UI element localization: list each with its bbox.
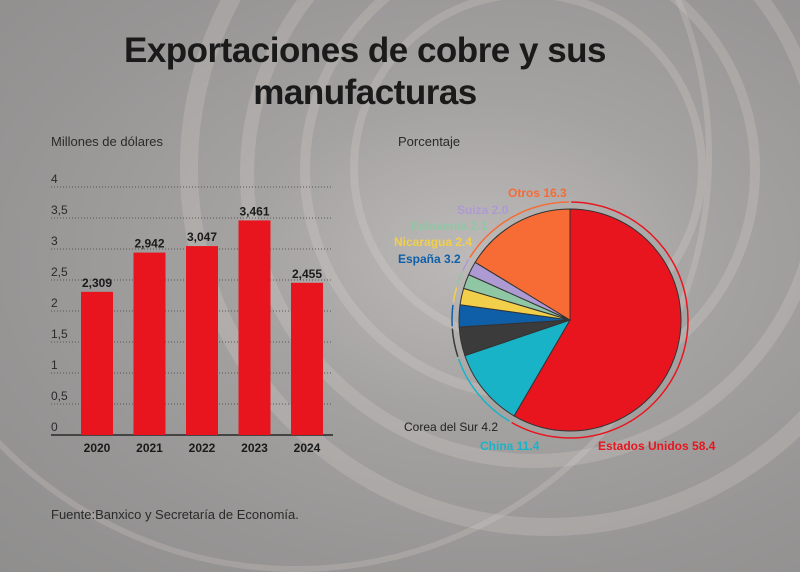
x-tick-label: 2021 (136, 441, 163, 455)
x-tick-label: 2024 (294, 441, 321, 455)
y-tick-label: 3 (51, 234, 58, 248)
pie-slice (474, 208, 571, 321)
pie-slice-label: Estados Unidos 58.4 (598, 439, 716, 453)
bar-value-label: 3,047 (187, 230, 217, 244)
y-tick-label: 0,5 (51, 389, 68, 403)
pie-slice (513, 208, 682, 432)
bar (186, 246, 218, 435)
source-note: Fuente:Banxico y Secretaría de Economía. (51, 507, 299, 522)
y-tick-label: 3,5 (51, 203, 68, 217)
pie-slice-label: Corea del Sur 4.2 (404, 420, 498, 434)
pie-slice-label: China 11.4 (480, 439, 540, 453)
pie-chart-subtitle: Porcentaje (398, 134, 461, 149)
y-tick-label: 4 (51, 172, 58, 186)
y-tick-label: 2,5 (51, 265, 68, 279)
pie-slice-bracket (469, 201, 569, 259)
x-tick-label: 2020 (84, 441, 111, 455)
bar (291, 282, 323, 435)
bar-value-label: 2,455 (292, 267, 322, 281)
y-tick-label: 1,5 (51, 327, 68, 341)
pie-slice-bracket (511, 201, 689, 439)
bar (133, 252, 166, 435)
x-tick-label: 2022 (189, 441, 216, 455)
pie-slice-bracket (456, 272, 463, 286)
pie-slice-label: Otros 16.3 (508, 186, 567, 200)
pie-slice-bracket (462, 259, 470, 272)
pie-slice-bracket (451, 328, 459, 357)
bar (81, 291, 113, 435)
page-title: Exportaciones de cobre y sus manufactura… (123, 31, 607, 112)
pie-slice-label: Eslovenia 2.1 (411, 219, 487, 233)
pie-slice-label: España 3.2 (398, 252, 461, 266)
y-tick-label: 2 (51, 296, 58, 310)
pie-slice-label: Suiza 2.0 (457, 203, 509, 217)
bar-value-label: 2,942 (134, 237, 164, 251)
y-tick-label: 1 (51, 358, 58, 372)
pie-slice-bracket (451, 304, 454, 327)
bar-value-label: 2,309 (82, 276, 112, 290)
bar (238, 220, 271, 435)
pie-slice-bracket (457, 358, 510, 422)
x-tick-label: 2023 (241, 441, 268, 455)
y-tick-label: 0 (51, 420, 58, 434)
pie-slice-label: Nicaragua 2.4 (394, 235, 472, 249)
bar-chart-subtitle: Millones de dólares (51, 134, 164, 149)
bar-value-label: 3,461 (239, 204, 269, 218)
pie-slice-bracket (452, 287, 458, 303)
pie-slice (464, 319, 572, 417)
